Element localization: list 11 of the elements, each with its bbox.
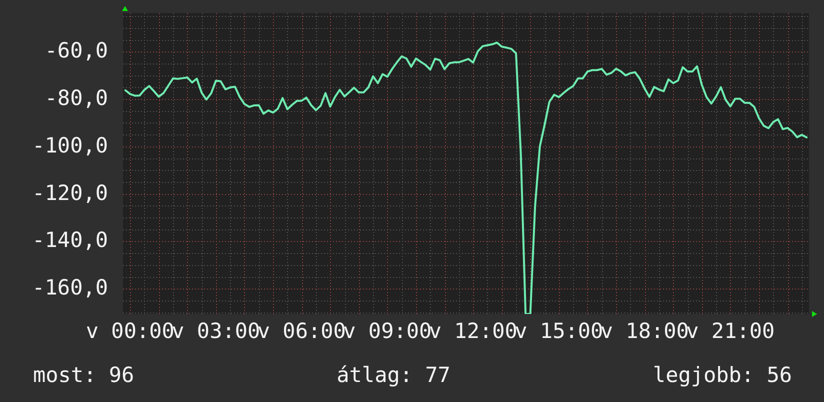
text: legjobb: 56: [652, 362, 792, 389]
text: most: 96: [33, 362, 134, 389]
y-tick-label: -80,0: [44, 86, 108, 110]
x-tick-label: v 00:00: [86, 319, 174, 344]
y-tick-label: -160,0: [32, 276, 108, 300]
text: átlag: 77: [336, 362, 450, 389]
y-tick-label: -140,0: [32, 228, 108, 252]
y-tick-label: -60,0: [44, 38, 108, 63]
y-tick-label: -120,0: [32, 180, 108, 205]
y-tick-label: -100,0: [32, 133, 108, 158]
x-tick-label: v 21:00: [686, 319, 775, 344]
